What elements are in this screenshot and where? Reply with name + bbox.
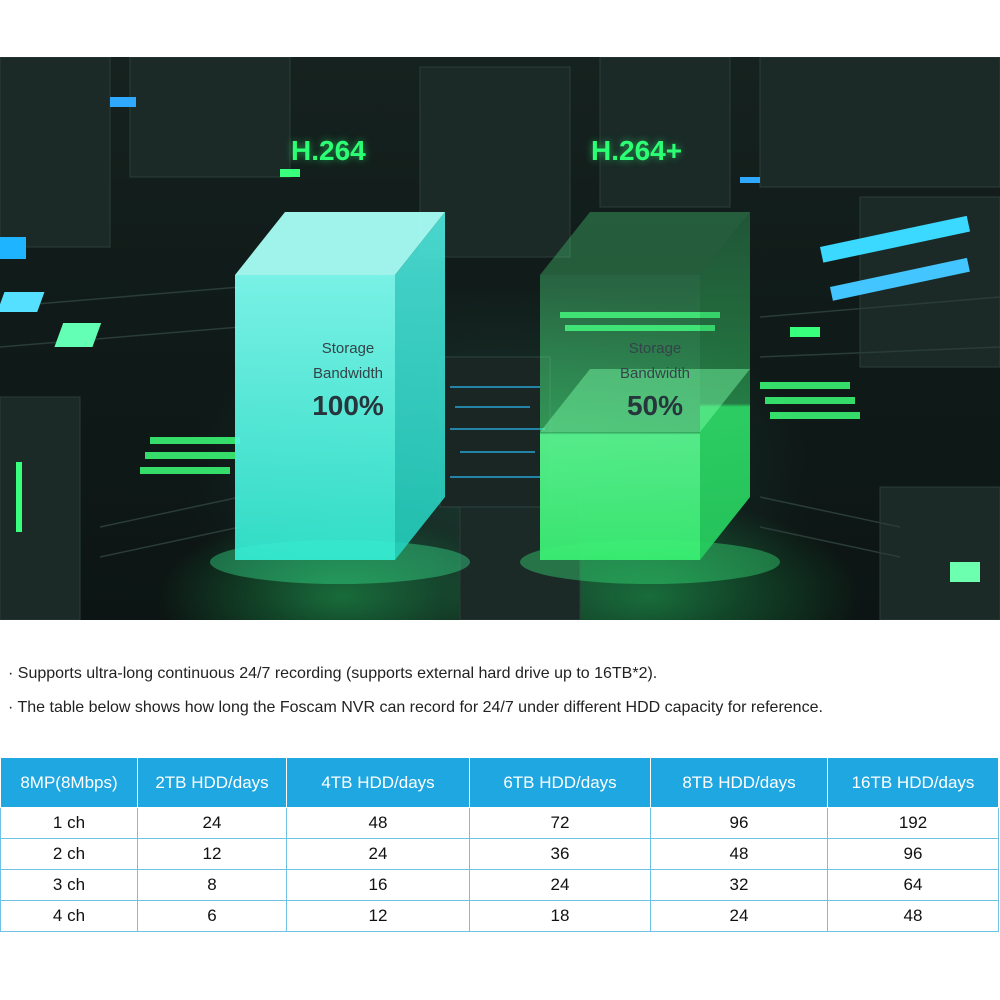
table-cell: 24 — [137, 807, 287, 839]
h264plus-label: H.264+ — [591, 135, 683, 166]
header-resolution: 8MP(8Mbps) — [0, 757, 138, 808]
header-8tb: 8TB HDD/days — [650, 757, 828, 808]
header-4tb: 4TB HDD/days — [286, 757, 470, 808]
header-2tb: 2TB HDD/days — [137, 757, 287, 808]
table-row: 1 ch 24 48 72 96 192 — [0, 807, 999, 839]
h264-bandwidth-label: Bandwidth — [312, 365, 384, 382]
table-cell: 48 — [286, 807, 470, 839]
table-row: 4 ch 6 12 18 24 48 — [0, 900, 999, 932]
table-cell: 24 — [650, 900, 828, 932]
table-row: 3 ch 8 16 24 32 64 — [0, 869, 999, 901]
table-cell: 3 ch — [0, 869, 138, 901]
h264-pillar — [235, 212, 445, 560]
h264-storage-label: Storage — [321, 340, 375, 357]
h264plus-storage-label: Storage — [628, 340, 682, 357]
h264-pillar-text: Storage Bandwidth 100% — [248, 336, 448, 422]
h264-label: H.264 — [291, 135, 366, 166]
table-cell: 36 — [469, 838, 651, 870]
h264plus-pillar-text: Storage Bandwidth 50% — [555, 336, 755, 422]
table-row: 2 ch 12 24 36 48 96 — [0, 838, 999, 870]
table-cell: 96 — [650, 807, 828, 839]
table-cell: 192 — [827, 807, 999, 839]
table-header-row: 8MP(8Mbps) 2TB HDD/days 4TB HDD/days 6TB… — [0, 757, 999, 808]
table-cell: 32 — [650, 869, 828, 901]
note-recording-support: · Supports ultra-long continuous 24/7 re… — [8, 665, 658, 682]
h264plus-percent: 50% — [626, 390, 684, 421]
feature-notes: · Supports ultra-long continuous 24/7 re… — [8, 664, 993, 732]
table-cell: 64 — [827, 869, 999, 901]
table-cell: 4 ch — [0, 900, 138, 932]
header-6tb: 6TB HDD/days — [469, 757, 651, 808]
table-cell: 2 ch — [0, 838, 138, 870]
circuit-board-illustration — [0, 57, 1000, 620]
table-cell: 6 — [137, 900, 287, 932]
hero-banner: H.264 H.264+ Storage Bandwidth 100% Stor… — [0, 57, 1000, 620]
table-cell: 8 — [137, 869, 287, 901]
table-cell: 48 — [650, 838, 828, 870]
table-cell: 18 — [469, 900, 651, 932]
table-cell: 16 — [286, 869, 470, 901]
table-cell: 24 — [469, 869, 651, 901]
header-16tb: 16TB HDD/days — [827, 757, 999, 808]
h264plus-bandwidth-label: Bandwidth — [619, 365, 691, 382]
table-cell: 96 — [827, 838, 999, 870]
table-cell: 72 — [469, 807, 651, 839]
note-table-description: · The table below shows how long the Fos… — [8, 699, 823, 716]
h264-percent: 100% — [312, 390, 384, 421]
table-cell: 12 — [286, 900, 470, 932]
table-cell: 24 — [286, 838, 470, 870]
table-cell: 48 — [827, 900, 999, 932]
h264plus-pillar — [540, 212, 750, 560]
recording-days-table: 8MP(8Mbps) 2TB HDD/days 4TB HDD/days 6TB… — [0, 757, 999, 932]
table-cell: 12 — [137, 838, 287, 870]
table-cell: 1 ch — [0, 807, 138, 839]
